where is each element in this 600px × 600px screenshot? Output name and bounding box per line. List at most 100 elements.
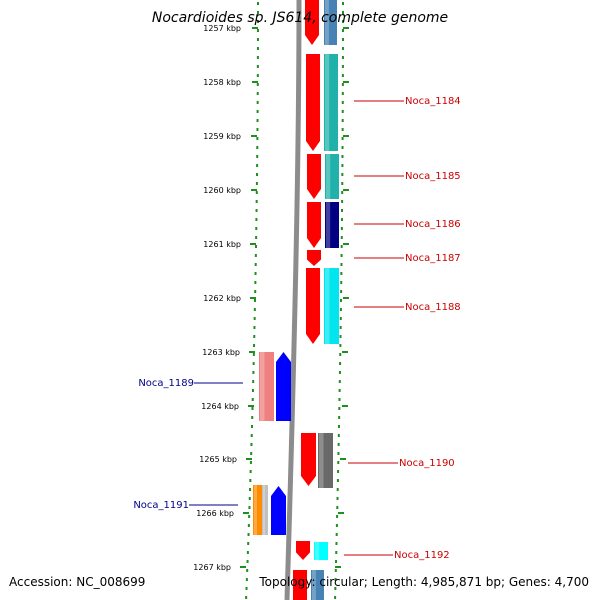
- major-tick-left: [240, 566, 246, 568]
- tick-dot: [341, 20, 344, 23]
- gene-label-noca-1191[interactable]: Noca_1191: [133, 500, 189, 511]
- tick-dot: [334, 587, 337, 590]
- major-tick-left: [250, 297, 256, 299]
- major-tick-right: [343, 189, 349, 191]
- tick-dot: [341, 173, 344, 176]
- gene-partner-block[interactable]: [324, 54, 338, 151]
- gene-arrow[interactable]: [296, 541, 310, 560]
- tick-dot: [339, 353, 342, 356]
- gene-block-highlight: [312, 570, 316, 600]
- tick-dot: [341, 2, 344, 5]
- tick-dot: [252, 380, 255, 383]
- gene-partner-block-highlight: [315, 542, 320, 560]
- gene-arrow[interactable]: [293, 570, 307, 600]
- gene-labels[interactable]: Noca_1184 Noca_1185 Noca_1186 Noca_1187 Noca…: [133, 96, 460, 561]
- tick-dot: [336, 479, 339, 482]
- tick-label: 1260 kbp: [203, 186, 241, 195]
- gene-arrow[interactable]: [305, 0, 319, 45]
- gene-partner-block[interactable]: [314, 542, 328, 560]
- tick-dot: [245, 596, 248, 599]
- major-tick-right: [343, 297, 349, 299]
- gene-label-noca-1187[interactable]: Noca_1187: [405, 253, 461, 264]
- tick-dot: [253, 344, 256, 347]
- tick-dot: [256, 164, 259, 167]
- tick-dot: [340, 236, 343, 239]
- tick-dot: [335, 551, 338, 554]
- tick-dot: [338, 371, 341, 374]
- tick-dot: [256, 101, 259, 104]
- gene-partner-block-highlight: [326, 202, 331, 248]
- tick-dot: [339, 335, 342, 338]
- tick-label: 1257 kbp: [203, 24, 241, 33]
- gene-partner-block[interactable]: [253, 485, 263, 535]
- tick-dot: [337, 470, 340, 473]
- tick-dot: [341, 11, 344, 14]
- tick-dot: [336, 506, 339, 509]
- major-tick-right: [342, 405, 348, 407]
- gene-label-noca-1188[interactable]: Noca_1188: [405, 302, 461, 313]
- gene-label-noca-1190[interactable]: Noca_1190: [399, 458, 455, 469]
- gene-block-highlight: [325, 0, 329, 45]
- tick-dot: [337, 443, 340, 446]
- gene-partner-block[interactable]: [325, 154, 339, 199]
- tick-dot: [340, 290, 343, 293]
- gene-arrow[interactable]: [306, 268, 320, 344]
- gene-arrow[interactable]: [276, 352, 291, 421]
- gene-label-noca-1184[interactable]: Noca_1184: [405, 96, 461, 107]
- topology-text: Topology: circular; Length: 4,985,871 bp…: [259, 575, 589, 589]
- tick-dot: [334, 569, 337, 572]
- gene-partner-block[interactable]: [318, 433, 333, 488]
- tick-label: 1267 kbp: [193, 563, 231, 572]
- major-tick-left: [251, 189, 257, 191]
- tick-dot: [256, 119, 259, 122]
- major-tick-right: [338, 512, 344, 514]
- tick-dot: [341, 191, 344, 194]
- tick-dot: [341, 65, 344, 68]
- tick-label: 1263 kbp: [202, 348, 240, 357]
- tick-dot: [256, 38, 259, 41]
- gene-block[interactable]: [311, 570, 324, 600]
- tick-dot: [252, 371, 255, 374]
- tick-dot: [338, 380, 341, 383]
- gene-partner-block-highlight: [325, 268, 330, 344]
- tick-dot: [340, 272, 343, 275]
- gene-arrow[interactable]: [307, 202, 321, 248]
- tick-dot: [256, 128, 259, 131]
- gene-arrow[interactable]: [307, 154, 321, 199]
- tick-dot: [256, 137, 259, 140]
- tick-dot: [336, 497, 339, 500]
- major-tick-left: [249, 351, 255, 353]
- tick-dot: [254, 299, 257, 302]
- gene-arrow[interactable]: [306, 54, 320, 151]
- gene-arrow[interactable]: [307, 250, 321, 266]
- tick-dot: [250, 452, 253, 455]
- tick-label: 1264 kbp: [201, 402, 239, 411]
- tick-dot: [254, 263, 257, 266]
- tick-dot: [254, 245, 257, 248]
- tick-dot: [341, 164, 344, 167]
- gene-partner-block[interactable]: [324, 268, 339, 344]
- tick-dot: [337, 452, 340, 455]
- tick-dot: [247, 524, 250, 527]
- tick-dot: [340, 254, 343, 257]
- gene-partner-block[interactable]: [262, 485, 268, 535]
- gene-block[interactable]: [324, 0, 337, 45]
- tick-dot: [335, 533, 338, 536]
- gene-partner-block[interactable]: [259, 352, 274, 421]
- gene-arrow[interactable]: [301, 433, 316, 486]
- tick-dot: [251, 416, 254, 419]
- gene-label-noca-1192[interactable]: Noca_1192: [394, 550, 450, 561]
- tick-label: 1265 kbp: [199, 455, 237, 464]
- tick-dot: [338, 416, 341, 419]
- gene-partner-block[interactable]: [325, 202, 339, 248]
- tick-dot: [249, 461, 252, 464]
- gene-partner-block-highlight: [263, 485, 265, 535]
- tick-label: 1259 kbp: [203, 132, 241, 141]
- gene-label-noca-1186[interactable]: Noca_1186: [405, 219, 461, 230]
- tick-dot: [253, 335, 256, 338]
- major-tick-left: [248, 405, 254, 407]
- gene-label-noca-1185[interactable]: Noca_1185: [405, 171, 461, 182]
- gene-label-noca-1189[interactable]: Noca_1189: [138, 378, 194, 389]
- gene-arrow[interactable]: [271, 486, 286, 535]
